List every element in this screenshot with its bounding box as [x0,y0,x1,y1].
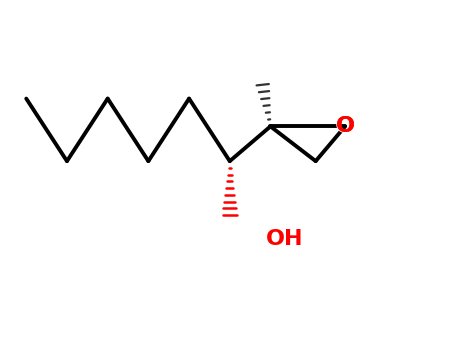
Text: O: O [336,117,354,136]
Text: O: O [336,117,354,136]
Text: O: O [334,114,356,138]
Text: OH: OH [266,229,303,249]
